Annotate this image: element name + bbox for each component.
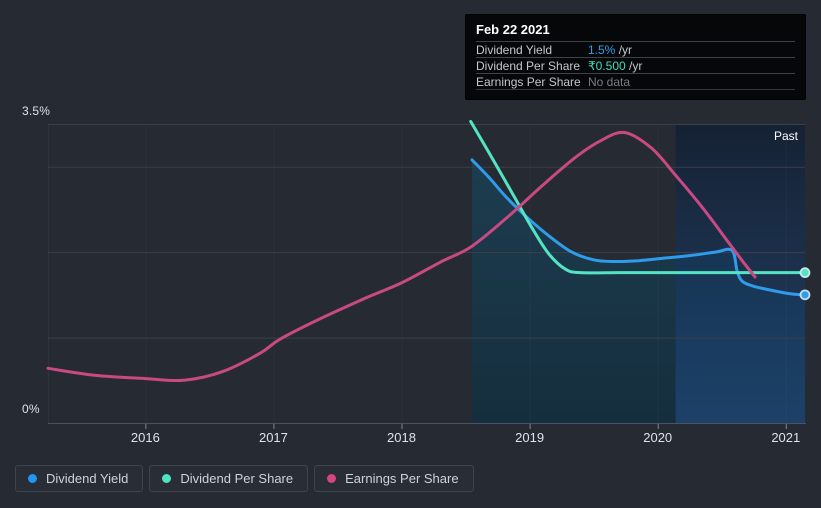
tooltip-date: Feb 22 2021 — [476, 22, 550, 37]
legend-label: Dividend Yield — [46, 471, 129, 486]
tooltip-label: Dividend Per Share — [476, 58, 581, 73]
past-region-label: Past — [773, 129, 798, 143]
series-line-dividend-per-share[interactable] — [469, 119, 807, 275]
tooltip-value: 1.5% /yr — [588, 42, 633, 57]
legend: Dividend Yield Dividend Per Share Earnin… — [15, 465, 474, 492]
tooltip-value: No data — [588, 74, 631, 89]
legend-item-dividend-per-share[interactable]: Dividend Per Share — [149, 465, 309, 492]
x-tick-label-2021: 2021 — [771, 430, 800, 445]
dividend-per-share-dot-icon — [162, 474, 172, 483]
x-tick-label-2018: 2018 — [387, 430, 416, 445]
tooltip-row-dividend-per-share: Dividend Per Share ₹0.500 /yr — [476, 57, 795, 73]
tooltip-row-earnings-per-share: Earnings Per Share No data — [476, 73, 795, 90]
series-line-dividend-yield[interactable] — [470, 158, 807, 297]
tooltip-value: ₹0.500 /yr — [588, 58, 643, 73]
legend-item-dividend-yield[interactable]: Dividend Yield — [15, 465, 144, 492]
tooltip-label: Earnings Per Share — [476, 74, 581, 89]
x-tick-label-2020: 2020 — [643, 430, 672, 445]
series-end-marker-dividend-per-share[interactable] — [799, 267, 811, 279]
series-line-earnings-per-share[interactable] — [46, 130, 757, 383]
legend-item-earnings-per-share[interactable]: Earnings Per Share — [314, 465, 474, 492]
x-tick-label-2017: 2017 — [259, 430, 288, 445]
chart-tooltip: Feb 22 2021 Dividend Yield 1.5% /yr Divi… — [465, 14, 806, 100]
series-end-marker-dividend-yield[interactable] — [799, 289, 811, 301]
tooltip-row-dividend-yield: Dividend Yield 1.5% /yr — [476, 41, 795, 57]
legend-label: Earnings Per Share — [345, 471, 459, 486]
earnings-per-share-dot-icon — [327, 474, 337, 483]
y-axis-max-label: 3.5% — [22, 104, 51, 118]
x-tick-label-2016: 2016 — [131, 430, 160, 445]
x-tick-label-2019: 2019 — [515, 430, 544, 445]
legend-label: Dividend Per Share — [180, 471, 294, 486]
dividend-yield-dot-icon — [28, 474, 37, 483]
y-axis-zero-label: 0% — [22, 402, 40, 416]
tooltip-label: Dividend Yield — [476, 42, 553, 57]
